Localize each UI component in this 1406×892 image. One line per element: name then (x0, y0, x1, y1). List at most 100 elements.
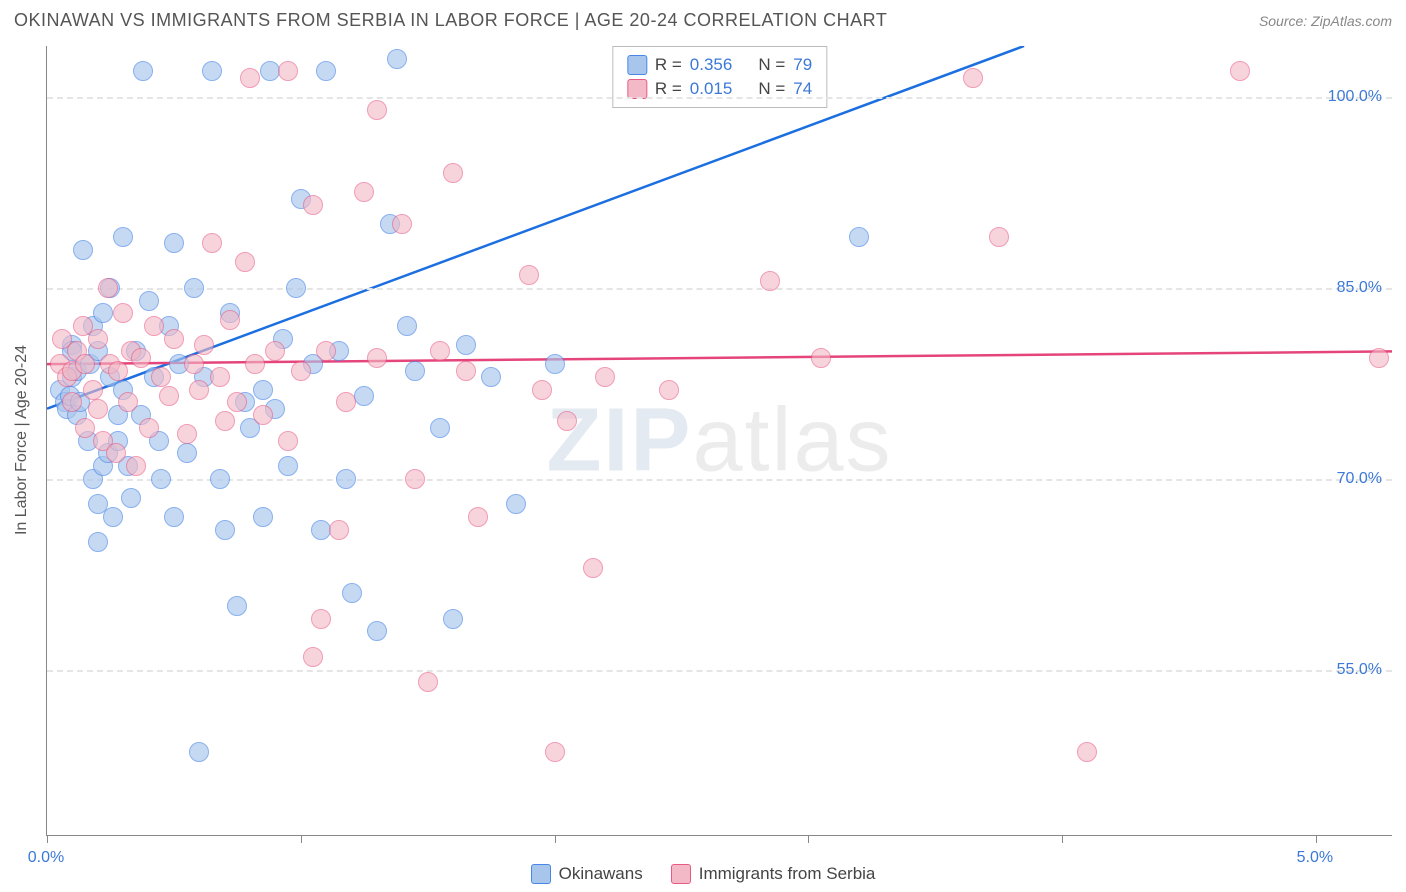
data-point (397, 316, 417, 336)
data-point (164, 329, 184, 349)
data-point (278, 61, 298, 81)
data-point (253, 380, 273, 400)
data-point (113, 303, 133, 323)
chart-title: OKINAWAN VS IMMIGRANTS FROM SERBIA IN LA… (14, 10, 887, 31)
bottom-legend: Okinawans Immigrants from Serbia (0, 864, 1406, 884)
data-point (159, 386, 179, 406)
data-point (405, 361, 425, 381)
data-point (194, 335, 214, 355)
data-point (210, 367, 230, 387)
data-point (430, 341, 450, 361)
legend-item-1: Okinawans (531, 864, 643, 884)
data-point (278, 456, 298, 476)
data-point (184, 354, 204, 374)
x-tick (301, 835, 302, 843)
data-point (316, 341, 336, 361)
data-point (62, 392, 82, 412)
data-point (240, 68, 260, 88)
data-point (88, 329, 108, 349)
data-point (93, 303, 113, 323)
data-point (849, 227, 869, 247)
data-point (215, 411, 235, 431)
data-point (443, 609, 463, 629)
data-point (336, 469, 356, 489)
data-point (177, 443, 197, 463)
data-point (387, 49, 407, 69)
data-point (311, 609, 331, 629)
data-point (210, 469, 230, 489)
data-point (88, 532, 108, 552)
data-point (121, 488, 141, 508)
data-point (583, 558, 603, 578)
x-tick-label: 5.0% (1297, 849, 1333, 867)
data-point (303, 195, 323, 215)
data-point (367, 348, 387, 368)
data-point (1369, 348, 1389, 368)
data-point (106, 443, 126, 463)
data-point (177, 424, 197, 444)
legend-item-2: Immigrants from Serbia (671, 864, 876, 884)
y-tick-label: 55.0% (1337, 661, 1382, 679)
data-point (151, 469, 171, 489)
data-point (354, 182, 374, 202)
data-point (963, 68, 983, 88)
data-point (235, 252, 255, 272)
data-point (481, 367, 501, 387)
data-point (215, 520, 235, 540)
data-point (126, 456, 146, 476)
data-point (131, 348, 151, 368)
data-point (456, 361, 476, 381)
legend-row-1: R = 0.356 N = 79 (627, 53, 812, 77)
data-point (164, 507, 184, 527)
data-point (760, 271, 780, 291)
data-point (468, 507, 488, 527)
data-point (443, 163, 463, 183)
data-point (184, 278, 204, 298)
data-point (220, 310, 240, 330)
data-point (367, 100, 387, 120)
data-point (227, 596, 247, 616)
data-point (98, 278, 118, 298)
data-point (189, 380, 209, 400)
data-point (253, 507, 273, 527)
data-point (545, 354, 565, 374)
x-tick-label: 0.0% (28, 849, 64, 867)
data-point (506, 494, 526, 514)
data-point (989, 227, 1009, 247)
data-point (392, 214, 412, 234)
data-point (342, 583, 362, 603)
trendlines (47, 46, 1392, 835)
data-point (316, 61, 336, 81)
data-point (519, 265, 539, 285)
swatch-icon (627, 55, 647, 75)
data-point (265, 341, 285, 361)
x-tick (555, 835, 556, 843)
data-point (253, 405, 273, 425)
gridline (47, 97, 1392, 99)
data-point (75, 354, 95, 374)
gridline (47, 479, 1392, 481)
y-axis-label: In Labor Force | Age 20-24 (13, 345, 31, 535)
data-point (430, 418, 450, 438)
watermark: ZIPatlas (546, 389, 892, 492)
data-point (88, 399, 108, 419)
gridline (47, 288, 1392, 290)
data-point (354, 386, 374, 406)
x-tick (1316, 835, 1317, 843)
data-point (73, 240, 93, 260)
data-point (245, 354, 265, 374)
y-tick-label: 85.0% (1337, 279, 1382, 297)
x-tick (808, 835, 809, 843)
data-point (405, 469, 425, 489)
source-label: Source: ZipAtlas.com (1259, 13, 1392, 29)
y-tick-label: 70.0% (1337, 470, 1382, 488)
x-tick (47, 835, 48, 843)
data-point (103, 507, 123, 527)
data-point (545, 742, 565, 762)
data-point (456, 335, 476, 355)
data-point (557, 411, 577, 431)
data-point (108, 361, 128, 381)
data-point (164, 233, 184, 253)
data-point (139, 291, 159, 311)
data-point (189, 742, 209, 762)
